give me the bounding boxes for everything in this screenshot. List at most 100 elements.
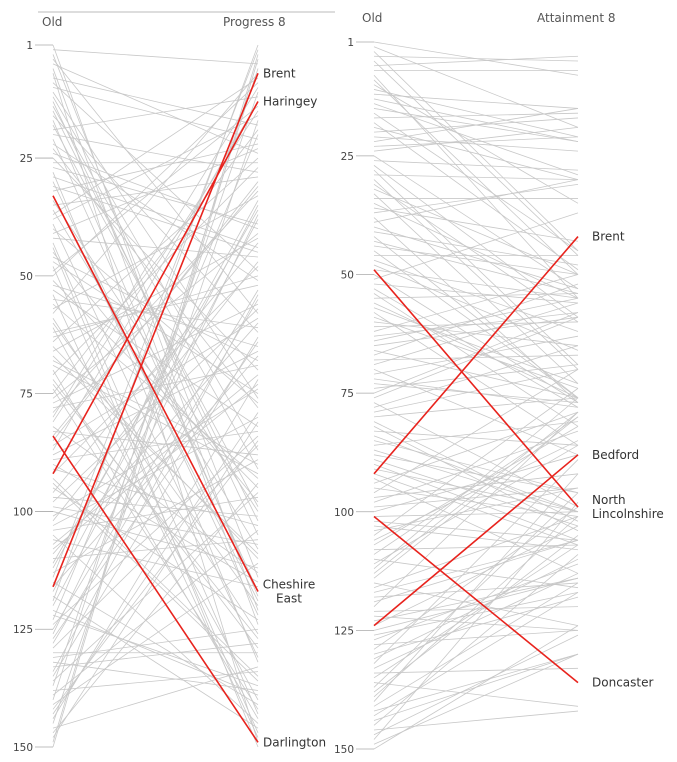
background-line xyxy=(373,411,579,484)
background-line xyxy=(373,454,579,494)
background-line xyxy=(52,275,259,338)
line-label: Brent xyxy=(592,230,625,244)
background-line xyxy=(373,369,579,413)
background-line xyxy=(373,264,579,351)
background-line xyxy=(373,416,579,579)
background-line xyxy=(373,430,579,503)
background-line xyxy=(373,312,579,337)
background-line xyxy=(52,412,259,715)
background-line xyxy=(52,73,259,743)
background-line xyxy=(373,283,579,304)
line-label: Haringey xyxy=(263,95,317,109)
line-label: North xyxy=(592,493,626,507)
background-line xyxy=(373,596,579,655)
background-line xyxy=(373,634,579,736)
background-line xyxy=(373,710,579,731)
background-line xyxy=(373,188,579,275)
background-line xyxy=(373,183,579,214)
background-line xyxy=(52,355,259,555)
background-line xyxy=(52,96,259,131)
background-line xyxy=(373,274,579,332)
background-line xyxy=(52,181,259,442)
line-label: East xyxy=(276,592,302,606)
background-line xyxy=(373,525,579,626)
background-line xyxy=(52,157,259,371)
background-line xyxy=(52,365,259,475)
background-line xyxy=(373,136,579,152)
background-line xyxy=(52,595,259,729)
highlight-line-cheshire-east xyxy=(52,195,259,592)
background-line xyxy=(52,115,259,333)
highlight-line-brent xyxy=(52,72,259,588)
background-line xyxy=(373,136,579,147)
background-line xyxy=(52,383,259,550)
background-line xyxy=(373,293,579,427)
highlight-line-north-lincolnshire xyxy=(373,269,579,508)
background-line xyxy=(52,661,259,691)
background-line xyxy=(52,445,259,649)
y-tick-label: 75 xyxy=(20,389,33,401)
background-line xyxy=(373,302,579,399)
background-lines xyxy=(52,44,259,748)
background-line xyxy=(52,58,259,314)
background-line xyxy=(373,411,579,574)
background-line xyxy=(373,155,579,290)
background-line xyxy=(373,240,579,294)
background-line xyxy=(52,289,259,630)
background-line xyxy=(52,242,259,715)
background-line xyxy=(52,214,259,635)
y-tick-label: 1 xyxy=(347,37,354,49)
background-lines xyxy=(373,41,579,750)
y-tick-label: 100 xyxy=(334,507,354,519)
background-line xyxy=(52,496,259,531)
background-line xyxy=(373,283,579,356)
background-line xyxy=(52,91,259,686)
background-line xyxy=(373,312,579,394)
y-tick-label: 125 xyxy=(13,624,33,636)
background-line xyxy=(52,383,259,639)
background-line xyxy=(52,261,259,522)
background-line xyxy=(373,682,579,707)
y-tick-label: 150 xyxy=(334,744,354,756)
background-line xyxy=(52,82,259,272)
background-line xyxy=(373,582,579,707)
background-line xyxy=(52,167,259,376)
background-line xyxy=(373,55,579,67)
background-line xyxy=(52,289,259,427)
background-line xyxy=(373,316,579,347)
background-line xyxy=(373,312,579,446)
background-line xyxy=(52,430,259,456)
background-line xyxy=(52,388,259,517)
background-line xyxy=(373,231,579,266)
background-line xyxy=(52,68,259,625)
y-tick-label: 150 xyxy=(13,742,33,754)
background-line xyxy=(52,77,259,126)
background-line xyxy=(52,157,259,343)
line-label: Lincolnshire xyxy=(592,507,664,521)
background-line xyxy=(373,558,579,660)
background-line xyxy=(373,307,579,385)
background-line xyxy=(373,60,579,256)
y-tick-label: 100 xyxy=(13,506,33,518)
background-line xyxy=(373,563,579,641)
background-line xyxy=(373,316,579,399)
y-tick-label: 125 xyxy=(334,625,354,637)
y-tick-label: 50 xyxy=(20,271,33,283)
background-line xyxy=(373,402,579,508)
background-line xyxy=(373,112,579,252)
highlight-line-bedford xyxy=(373,454,579,627)
background-line xyxy=(52,671,259,691)
background-line xyxy=(373,89,579,138)
background-line xyxy=(52,459,259,574)
background-line xyxy=(52,308,259,503)
background-line xyxy=(373,459,579,664)
background-line xyxy=(52,478,259,677)
background-line xyxy=(373,440,579,541)
highlight-line-brent xyxy=(373,236,579,475)
background-line xyxy=(373,179,579,223)
background-line xyxy=(52,642,259,668)
